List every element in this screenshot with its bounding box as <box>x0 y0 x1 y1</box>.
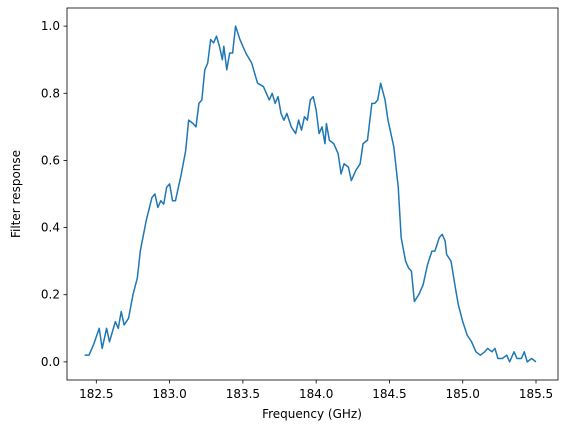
y-tick-label: 0.0 <box>41 355 60 369</box>
y-axis-label: Filter response <box>9 150 23 238</box>
data-line <box>84 25 537 363</box>
y-tick-label: 0.6 <box>41 153 60 167</box>
x-tick-label: 185.5 <box>519 387 553 401</box>
y-tick-label: 0.4 <box>41 221 60 235</box>
x-tick-label: 183.0 <box>152 387 186 401</box>
plot-frame <box>66 7 559 381</box>
x-axis-label: Frequency (GHz) <box>262 407 362 421</box>
x-tick-label: 185.0 <box>446 387 480 401</box>
y-tick-label: 0.8 <box>41 86 60 100</box>
x-tick-label: 183.5 <box>226 387 260 401</box>
x-tick-label: 182.5 <box>79 387 113 401</box>
x-tick-label: 184.5 <box>372 387 406 401</box>
x-tick-label: 184.0 <box>299 387 333 401</box>
y-tick-label: 1.0 <box>41 19 60 33</box>
y-tick-label: 0.2 <box>41 288 60 302</box>
